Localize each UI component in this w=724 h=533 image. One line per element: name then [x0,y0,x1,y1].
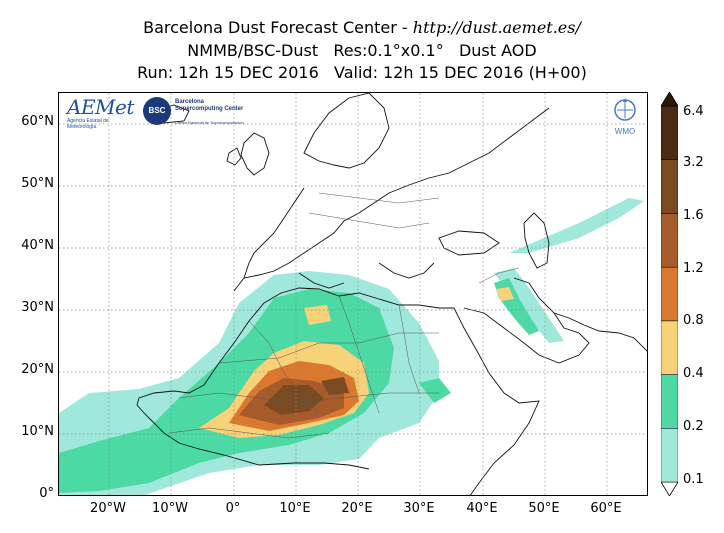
colorbar-band [661,374,678,429]
bsc-logo: BSC Barcelona Supercomputing Center Cent… [143,97,253,129]
lon-label-0: 0° [225,501,241,516]
colorbar-label-0-8: 0.8 [683,313,704,328]
colorbar-band [661,266,678,322]
wmo-emblem-icon [614,98,636,121]
map-title: Barcelona Dust Forecast Center - http://… [143,18,581,37]
colorbar-band [661,105,678,160]
lon-label-40e: 40°E [466,501,498,516]
lon-label-10w: 10°W [152,501,188,516]
colorbar-band [661,428,678,483]
colorbar-over-arrow [661,92,678,107]
lat-label-60n: 60°N [21,114,54,129]
map-canvas [59,93,647,495]
colorbar-label-1-6: 1.6 [683,208,704,223]
lon-label-20e: 20°E [341,501,373,516]
colorbar-label-3-2: 3.2 [683,155,704,170]
dust-aod-map[interactable]: AEMet Agencia Estatal de Meteorología BS… [58,92,648,496]
lat-label-0: 0° [39,486,54,501]
graticule [59,93,647,495]
wmo-logo: WMO [607,96,643,136]
lat-label-20n: 20°N [21,362,54,377]
model-subtitle: NMMB/BSC-Dust Res:0.1°x0.1° Dust AOD [187,41,537,60]
colorbar-label-1-2: 1.2 [683,261,704,276]
aemet-logo: AEMet Agencia Estatal de Meteorología [67,95,134,130]
country-borders [168,192,520,439]
colorbar-under-arrow [661,481,678,496]
lat-label-30n: 30°N [21,300,54,315]
run-valid-subtitle: Run: 12h 15 DEC 2016 Valid: 12h 15 DEC 2… [137,63,587,82]
colorbar-band [661,320,678,375]
lon-label-30e: 30°E [403,501,435,516]
lon-label-10e: 10°E [279,501,311,516]
colorbar-label-6-4: 6.4 [683,104,704,119]
lon-label-20w: 20°W [90,501,126,516]
colorbar-label-0-4: 0.4 [683,366,704,381]
aod-colorbar [661,92,678,496]
title-url[interactable]: http://dust.aemet.es/ [412,18,581,37]
colorbar-band [661,213,678,268]
lat-label-40n: 40°N [21,238,54,253]
colorbar-label-0-1: 0.1 [683,472,704,487]
lat-label-10n: 10°N [21,424,54,439]
lat-label-50n: 50°N [21,176,54,191]
lon-label-60e: 60°E [590,501,622,516]
colorbar-band [661,159,678,214]
dust-field [59,198,644,495]
lon-label-50e: 50°E [528,501,560,516]
bsc-emblem-icon: BSC [143,97,171,125]
colorbar-label-0-2: 0.2 [683,419,704,434]
